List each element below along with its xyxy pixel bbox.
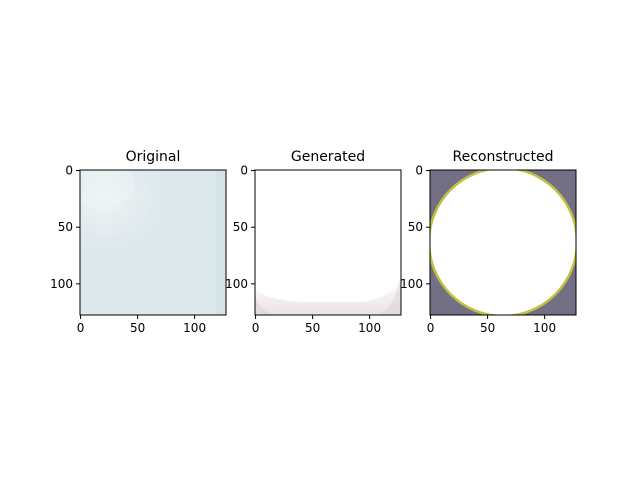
y-tick-label: 50 — [408, 220, 423, 234]
panel-title: Original — [126, 149, 181, 165]
x-tick-label: 50 — [480, 321, 495, 335]
corner-dark — [430, 170, 576, 315]
axes-frame — [429, 169, 577, 316]
x-ticks: 0 50 100 — [252, 315, 381, 335]
image-fill — [255, 170, 401, 315]
corner-shade — [255, 295, 275, 315]
x-tick-label: 100 — [358, 321, 381, 335]
x-tick-label: 0 — [252, 321, 260, 335]
y-tick-label: 50 — [233, 220, 248, 234]
panel-title: Reconstructed — [453, 149, 554, 165]
x-tick-label: 0 — [77, 321, 85, 335]
x-tick-label: 50 — [305, 321, 320, 335]
bottom-band — [255, 278, 401, 315]
y-ticks: 0 50 100 — [225, 164, 255, 291]
panel-original: Original 0 50 100 0 50 100 — [50, 149, 227, 335]
image-fill — [430, 170, 576, 315]
x-ticks: 0 50 100 — [427, 315, 556, 335]
y-tick-label: 100 — [400, 277, 423, 291]
y-tick-label: 100 — [225, 277, 248, 291]
y-tick-label: 0 — [240, 164, 248, 178]
x-tick-label: 0 — [427, 321, 435, 335]
y-tick-label: 100 — [50, 277, 73, 291]
image-generated — [255, 170, 401, 315]
image-reconstructed — [430, 170, 576, 315]
panel-generated: Generated 0 50 100 0 50 100 — [225, 149, 402, 335]
corner-shade — [380, 275, 401, 315]
panel-reconstructed: Reconstructed 0 50 100 0 50 100 — [400, 149, 577, 335]
axes-frame — [79, 169, 227, 316]
image-original — [80, 170, 226, 315]
y-ticks: 0 50 100 — [50, 164, 80, 291]
y-tick-label: 0 — [65, 164, 73, 178]
x-tick-label: 50 — [130, 321, 145, 335]
edge-strip — [216, 170, 226, 315]
cloud-patch — [80, 170, 135, 207]
axes-frame — [254, 169, 402, 316]
y-tick-label: 50 — [58, 220, 73, 234]
y-tick-label: 0 — [415, 164, 423, 178]
panel-title: Generated — [291, 149, 365, 165]
x-ticks: 0 50 100 — [77, 315, 206, 335]
x-tick-label: 100 — [533, 321, 556, 335]
x-tick-label: 100 — [183, 321, 206, 335]
y-ticks: 0 50 100 — [400, 164, 430, 291]
